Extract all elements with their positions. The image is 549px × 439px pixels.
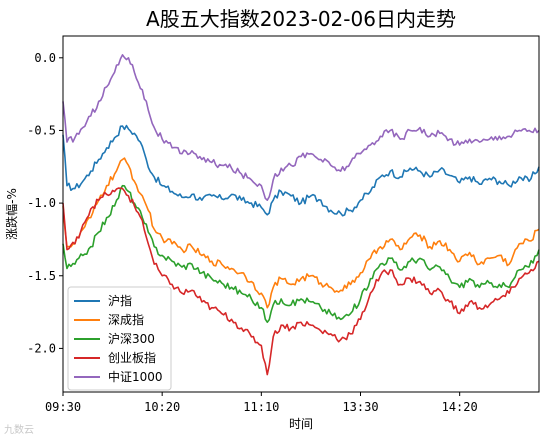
series-line [62, 187, 540, 376]
x-axis-label: 时间 [289, 417, 313, 431]
legend-item: 沪深300 [108, 332, 155, 346]
series-line [62, 184, 540, 324]
watermark: 九数云 [4, 423, 34, 436]
plot-frame [62, 35, 540, 393]
x-tick-label: 10:20 [144, 400, 180, 414]
y-tick-label: 0.0 [34, 51, 56, 65]
x-axis: 09:30 10:20 11:10 13:30 14:20 [45, 392, 478, 414]
x-tick-label: 13:30 [342, 400, 378, 414]
x-tick-label: 11:10 [243, 400, 279, 414]
x-tick-label: 09:30 [45, 400, 81, 414]
legend-item: 深成指 [108, 312, 144, 327]
y-tick-label: -1.5 [27, 269, 56, 283]
series-line [62, 157, 540, 309]
chart-title: A股五大指数2023-02-06日内走势 [146, 7, 456, 31]
series-lines [62, 54, 540, 376]
series-line [62, 54, 540, 201]
series-line [62, 124, 540, 217]
y-tick-label: -1.0 [27, 196, 56, 210]
x-tick-label: 14:20 [442, 400, 478, 414]
y-axis-label: 涨跌幅-% [4, 188, 19, 240]
y-tick-label: -2.0 [27, 341, 56, 355]
y-axis: 0.0 -0.5 -1.0 -1.5 -2.0 [27, 51, 63, 355]
legend-item: 创业板指 [108, 350, 156, 365]
legend-item: 中证1000 [108, 369, 163, 384]
legend-box [67, 286, 172, 391]
legend-item: 沪指 [108, 293, 132, 308]
y-tick-label: -0.5 [27, 123, 56, 137]
